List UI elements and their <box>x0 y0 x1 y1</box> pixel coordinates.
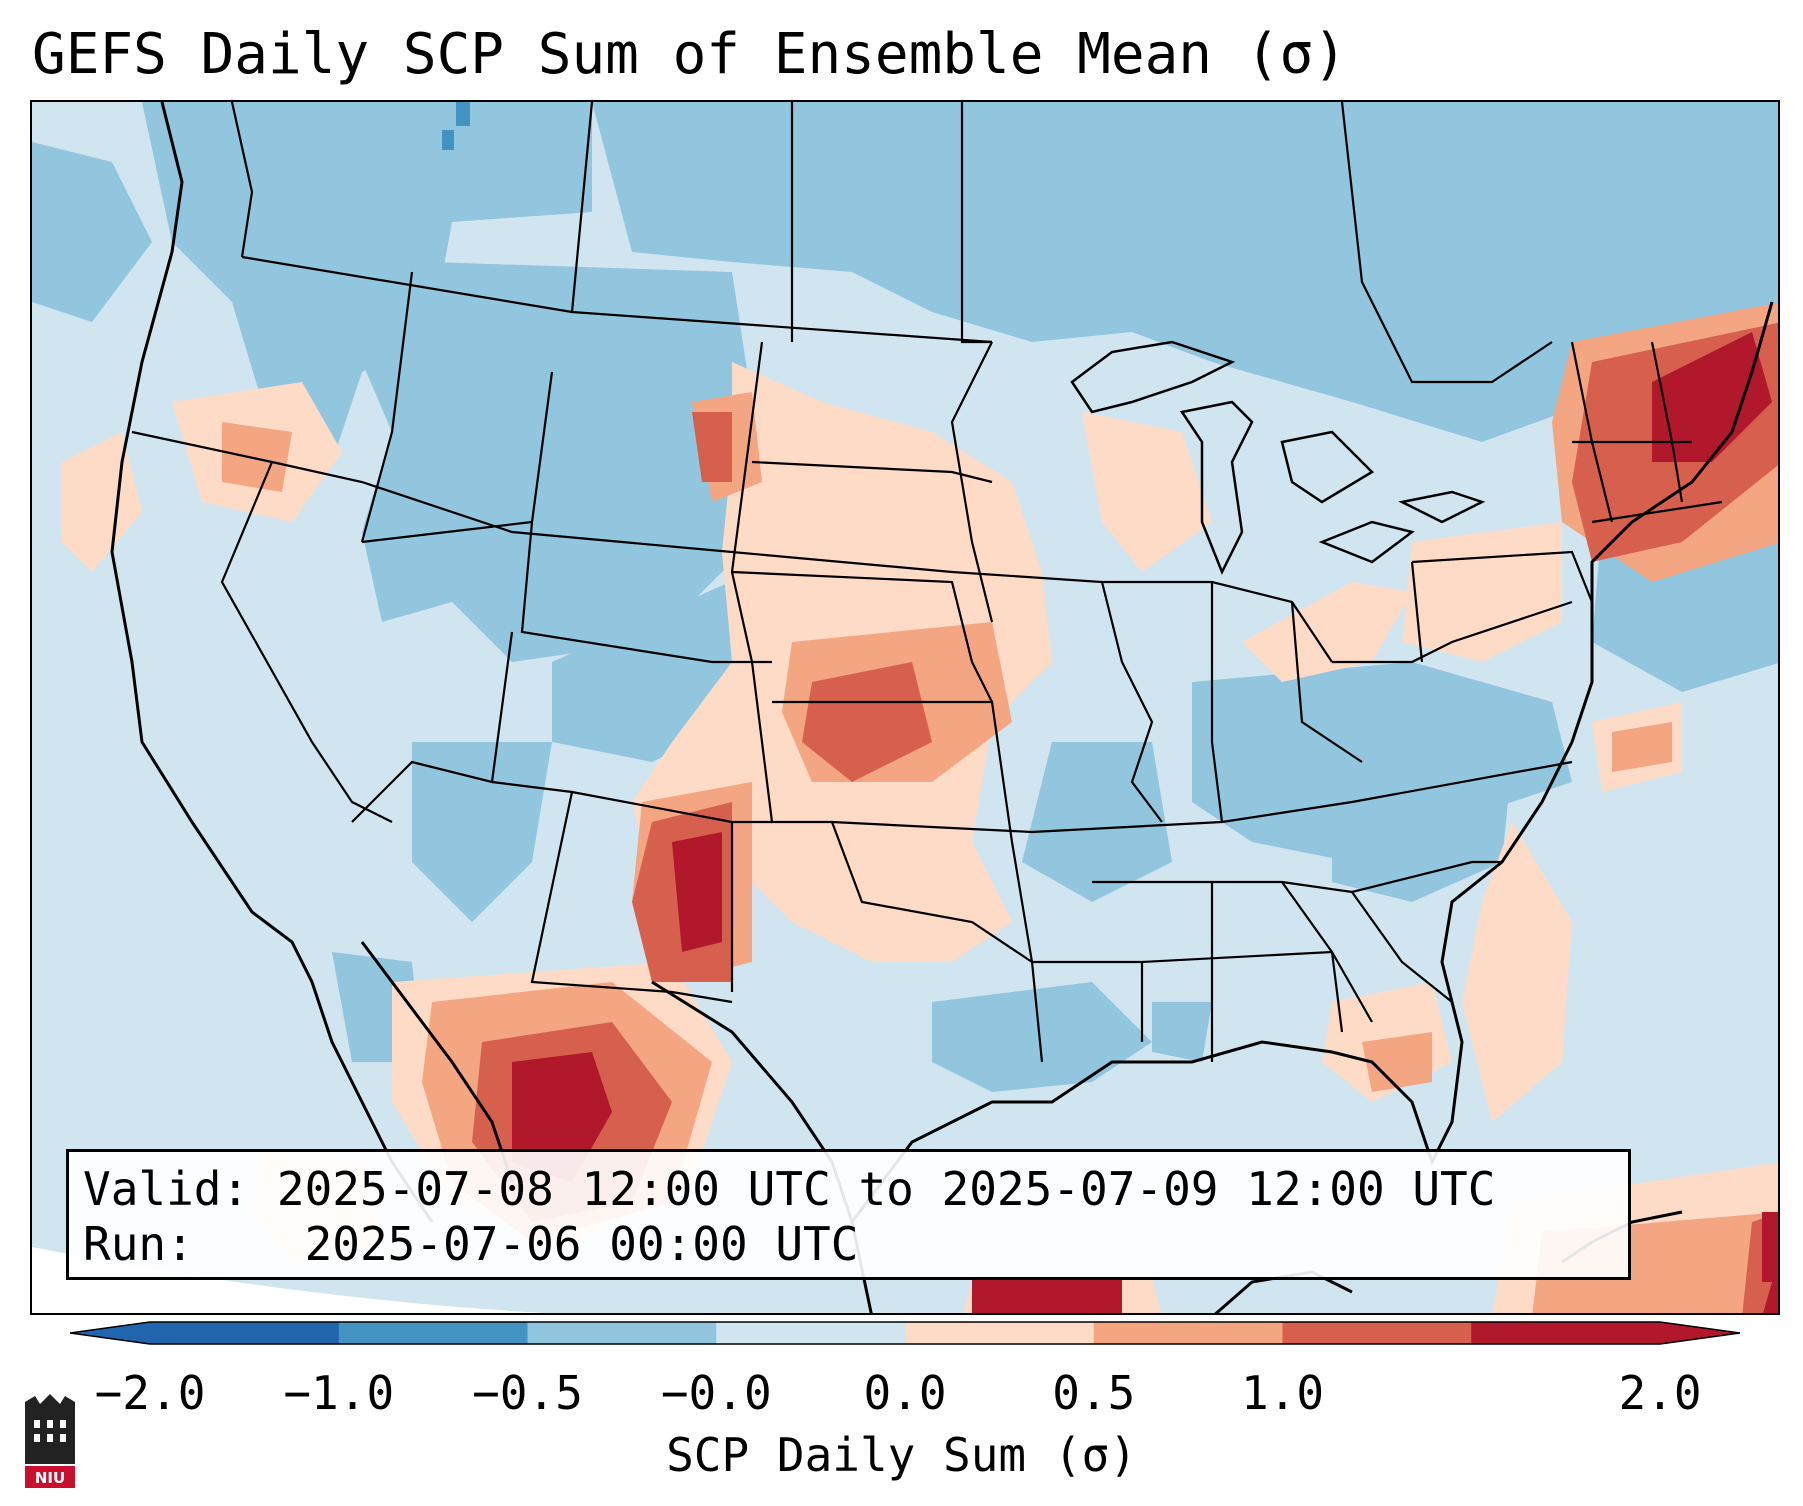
niu-badge <box>25 1466 75 1488</box>
colorbar-tick-label: 2.0 <box>1618 1366 1702 1420</box>
strong-negative-cells <box>442 102 470 150</box>
niu-tower-icon <box>25 1394 75 1464</box>
colorbar-tick-label: −0.0 <box>660 1366 772 1420</box>
niu-logo: NIU <box>25 1394 75 1488</box>
colorbar-bin <box>1471 1322 1661 1344</box>
colorbar-bin <box>1282 1322 1472 1344</box>
colorbar-under-arrow <box>70 1322 150 1344</box>
colorbar-outline <box>70 1321 1740 1345</box>
colorbar-tick-label: 0.5 <box>1052 1366 1136 1420</box>
state-borders <box>131 102 1723 1063</box>
colorbar-tick-label: −2.0 <box>94 1366 206 1420</box>
colorbar-bin <box>150 1322 340 1344</box>
colorbar-over-arrow <box>1660 1322 1740 1344</box>
valid-value: 2025-07-08 12:00 UTC to 2025-07-09 12:00… <box>276 1162 1496 1216</box>
colorbar-title: SCP Daily Sum (σ) <box>666 1428 1137 1482</box>
colorbar-bin <box>527 1322 717 1344</box>
niu-text: NIU <box>35 1469 65 1487</box>
colorbar <box>70 1321 1740 1345</box>
valid-label: Valid: <box>83 1162 250 1216</box>
scp-field-map <box>32 102 1778 1313</box>
colorbar-tick-label: 0.0 <box>863 1366 947 1420</box>
map-panel[interactable] <box>30 100 1780 1315</box>
colorbar-tick-label: −0.5 <box>472 1366 583 1420</box>
colorbar-bin <box>716 1322 906 1344</box>
colorbar-bins <box>150 1322 1661 1344</box>
colorbar-bin <box>905 1322 1095 1344</box>
valid-run-info-box: Valid: 2025-07-08 12:00 UTC to 2025-07-0… <box>66 1149 1631 1280</box>
colorbar-bin <box>338 1322 528 1344</box>
run-label: Run: <box>83 1217 194 1271</box>
run-line: Run: 2025-07-06 00:00 UTC <box>83 1217 1614 1272</box>
projection-edge-left <box>32 1247 545 1313</box>
colorbar-tick-label: −1.0 <box>283 1366 395 1420</box>
great-lakes <box>1070 340 1486 576</box>
valid-line: Valid: 2025-07-08 12:00 UTC to 2025-07-0… <box>83 1162 1614 1217</box>
chart-title: GEFS Daily SCP Sum of Ensemble Mean (σ) <box>32 22 1347 87</box>
run-value: 2025-07-06 00:00 UTC <box>304 1217 859 1271</box>
colorbar-bin <box>1093 1322 1283 1344</box>
colorbar-tick-label: 1.0 <box>1240 1366 1325 1420</box>
